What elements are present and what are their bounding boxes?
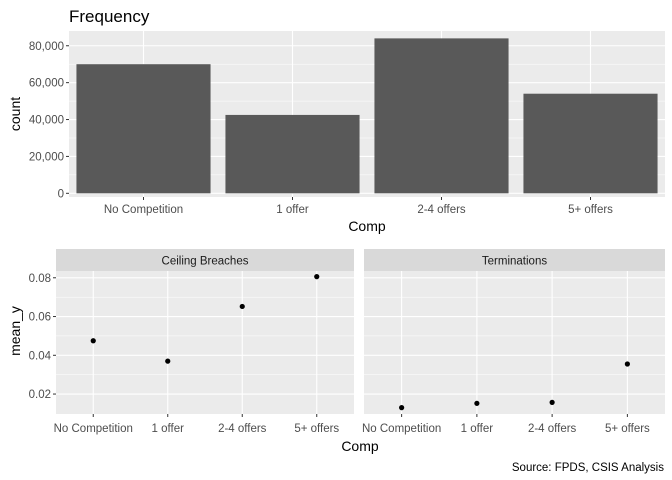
x-tick-label: 2-4 offers [218, 423, 267, 435]
point-5-offers [314, 274, 320, 280]
facet-1-grid-lines [56, 271, 354, 414]
point-2-4-offers [549, 399, 555, 405]
top-y-tick-label: 60,000 [29, 78, 64, 90]
bottom-y-tick-label: 0.08 [29, 273, 51, 285]
top-y-axis: 0 20,000 40,000 60,000 80,000 [29, 41, 69, 200]
chart-title: Frequency [69, 7, 150, 26]
bottom-y-tick-label: 0.02 [29, 389, 51, 401]
bottom-y-tick-label: 0.04 [29, 350, 52, 362]
facet-1-x-axis: No Competition 1 offer 2-4 offers 5+ offers [54, 414, 339, 435]
top-x-tick-label: 2-4 offers [417, 204, 466, 216]
top-x-tick-label: 5+ offers [568, 204, 613, 216]
bar-2-4-offers [374, 38, 509, 194]
x-tick-label: 1 offer [152, 423, 185, 435]
top-x-axis: No Competition 1 offer 2-4 offers 5+ offers [104, 197, 613, 216]
facet-2-x-axis: No Competition 1 offer 2-4 offers 5+ offers [362, 414, 650, 435]
top-x-tick-label: 1 offer [276, 204, 309, 216]
x-tick-label: 2-4 offers [528, 423, 577, 435]
facet-2: Terminations No Competition 1 offer 2-4 of… [362, 249, 665, 435]
x-tick-label: No Competition [54, 423, 133, 435]
facet-1: Ceiling Breaches No Competition 1 offer 2-… [54, 249, 354, 435]
top-y-axis-title: count [7, 97, 23, 131]
facet-2-strip [364, 249, 665, 271]
facet-1-strip-label: Ceiling Breaches [162, 256, 249, 268]
bar-5-offers [523, 93, 658, 194]
point-2-4-offers [239, 303, 245, 310]
point-5-offers [624, 361, 630, 367]
point-no-competition [90, 338, 96, 344]
x-tick-label: No Competition [362, 423, 441, 435]
bottom-y-axis: 0.02 0.04 0.06 0.08 [29, 273, 56, 401]
top-y-tick-label: 20,000 [29, 151, 64, 163]
top-y-tick-label: 80,000 [29, 41, 64, 53]
source-caption: Source: FPDS, CSIS Analysis [512, 462, 664, 474]
top-x-tick-label: No Competition [104, 204, 183, 216]
x-tick-label: 5+ offers [605, 423, 650, 435]
bottom-y-tick-label: 0.06 [29, 312, 51, 324]
facet-2-strip-label: Terminations [482, 256, 547, 268]
bottom-x-axis-title: Comp [341, 438, 379, 454]
bar-1-offer [225, 114, 360, 194]
facet-1-points [90, 274, 320, 364]
facet-2-points [399, 361, 630, 411]
top-y-tick-label: 0 [58, 188, 64, 200]
x-tick-label: 5+ offers [294, 423, 339, 435]
facet-1-strip [56, 249, 354, 271]
point-1-offer [474, 400, 480, 406]
facet-2-grid-lines [364, 271, 665, 414]
top-x-axis-title: Comp [348, 218, 386, 234]
facet-2-panel-background [364, 271, 665, 414]
bottom-y-axis-title: mean_y [7, 306, 23, 356]
top-bars [76, 38, 658, 194]
top-y-tick-label: 40,000 [29, 115, 64, 127]
x-tick-label: 1 offer [461, 423, 494, 435]
bar-no-competition [76, 64, 211, 194]
point-1-offer [165, 358, 171, 364]
point-no-competition [399, 405, 405, 411]
facet-1-panel-background [56, 271, 354, 414]
